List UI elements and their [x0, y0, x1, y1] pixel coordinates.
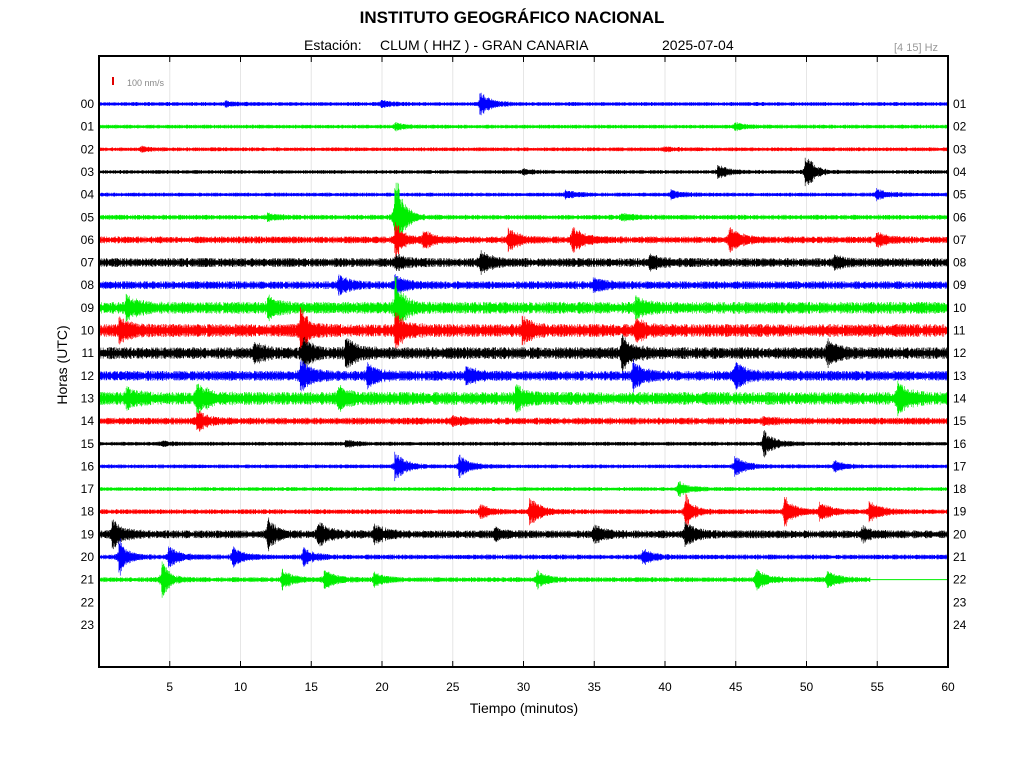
- filter-band-label: [4 15] Hz: [894, 42, 939, 54]
- x-tick-label: 10: [234, 680, 248, 694]
- hour-label-right: 21: [953, 550, 967, 564]
- hour-label-right: 20: [953, 527, 967, 541]
- hour-label-left: 20: [81, 550, 95, 564]
- x-tick-label: 15: [305, 680, 319, 694]
- hour-label-right: 08: [953, 256, 967, 270]
- hour-label-right: 10: [953, 301, 967, 315]
- hour-label-left: 21: [81, 573, 95, 587]
- hour-label-right: 13: [953, 369, 967, 383]
- x-tick-label: 50: [800, 680, 814, 694]
- hour-label-left: 05: [81, 210, 95, 224]
- hour-label-right: 18: [953, 482, 967, 496]
- x-tick-label: 55: [871, 680, 885, 694]
- hour-label-left: 12: [81, 369, 95, 383]
- x-tick-label: 5: [166, 680, 173, 694]
- station-name: CLUM ( HHZ ) - GRAN CANARIA: [380, 37, 589, 53]
- hour-label-left: 19: [81, 527, 95, 541]
- x-tick-label: 45: [729, 680, 743, 694]
- hour-label-right: 19: [953, 505, 967, 519]
- hour-label-left: 18: [81, 505, 95, 519]
- plot-frame: [98, 55, 949, 668]
- hour-label-right: 03: [953, 142, 967, 156]
- hour-label-left: 02: [81, 142, 95, 156]
- hour-labels: 00 01 01 02 02 03 03 04 04 05 05 06 06 07 07 08 08 09 09 10…: [81, 97, 967, 632]
- hour-label-right: 15: [953, 414, 967, 428]
- x-tick-label: 20: [375, 680, 389, 694]
- hour-label-left: 03: [81, 165, 95, 179]
- hour-label-left: 23: [81, 618, 95, 632]
- hour-label-left: 10: [81, 324, 95, 338]
- hour-label-right: 22: [953, 573, 967, 587]
- hour-label-right: 23: [953, 595, 967, 609]
- x-tick-label: 25: [446, 680, 460, 694]
- hour-label-right: 11: [953, 324, 966, 338]
- date-label: 2025-07-04: [662, 37, 734, 53]
- hour-label-right: 17: [953, 459, 967, 473]
- station-label: Estación:: [304, 37, 362, 53]
- hour-label-right: 04: [953, 165, 967, 179]
- x-tick-label: 40: [658, 680, 672, 694]
- hour-label-left: 16: [81, 459, 95, 473]
- hour-label-right: 09: [953, 278, 967, 292]
- hour-label-left: 01: [81, 120, 95, 134]
- hour-label-right: 24: [953, 618, 967, 632]
- hour-label-left: 15: [81, 437, 95, 451]
- hour-label-left: 06: [81, 233, 95, 247]
- hour-label-right: 12: [953, 346, 967, 360]
- trace-group: [99, 92, 949, 598]
- hour-label-right: 01: [953, 97, 967, 111]
- x-tick-label: 35: [588, 680, 602, 694]
- hour-label-left: 09: [81, 301, 95, 315]
- hour-label-left: 13: [81, 391, 95, 405]
- hour-label-right: 07: [953, 233, 967, 247]
- hour-label-left: 00: [81, 97, 95, 111]
- hour-label-left: 08: [81, 278, 95, 292]
- hour-label-right: 16: [953, 437, 967, 451]
- hour-label-left: 07: [81, 256, 95, 270]
- x-tick-label: 30: [517, 680, 531, 694]
- x-ticks: 5 10 15 20 25 30 35 40 45 50 55 60: [166, 56, 955, 694]
- hour-label-left: 04: [81, 188, 95, 202]
- hour-label-right: 14: [953, 391, 967, 405]
- x-tick-label: 60: [941, 680, 955, 694]
- scale-bar: [112, 77, 114, 85]
- hour-label-left: 22: [81, 595, 95, 609]
- scale-bar-label: 100 nm/s: [127, 78, 165, 88]
- hour-label-right: 02: [953, 120, 967, 134]
- hour-label-left: 14: [81, 414, 95, 428]
- hour-label-right: 05: [953, 188, 967, 202]
- x-axis-label: Tiempo (minutos): [469, 700, 579, 716]
- hour-label-left: 17: [81, 482, 95, 496]
- hour-label-left: 11: [82, 346, 95, 360]
- hour-label-right: 06: [953, 210, 967, 224]
- chart-title: INSTITUTO GEOGRÁFICO NACIONAL: [359, 8, 665, 27]
